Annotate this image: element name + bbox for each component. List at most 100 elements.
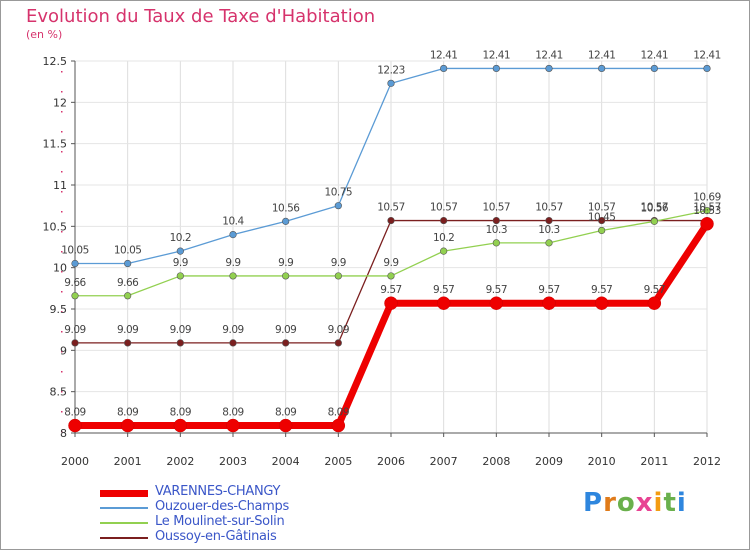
margin-dot — [61, 191, 63, 193]
data-point — [545, 239, 553, 247]
data-point — [492, 239, 500, 247]
y-tick-label: 10 — [53, 262, 67, 275]
y-tick-label: 11 — [53, 179, 67, 192]
x-tick-label: 2008 — [482, 455, 510, 468]
x-tick-label: 2000 — [61, 455, 89, 468]
y-axis-unit-label: (en %) — [26, 28, 63, 41]
data-point — [71, 339, 79, 347]
data-point — [594, 296, 609, 310]
data-point — [598, 64, 606, 73]
data-label: 9.57 — [433, 284, 454, 296]
data-point — [71, 259, 79, 268]
data-point — [334, 272, 342, 280]
data-label: 9.09 — [328, 324, 349, 336]
x-tick-label: 2009 — [535, 455, 563, 468]
y-tick-label: 8 — [60, 427, 67, 440]
y-tick-label: 12 — [53, 96, 67, 109]
margin-dot — [61, 371, 63, 373]
data-label: 10.57 — [430, 202, 458, 214]
grid — [74, 60, 708, 434]
margin-dot — [61, 231, 63, 233]
chart-title: Evolution du Taux de Taxe d'Habitation — [26, 6, 376, 27]
data-label: 12.23 — [377, 64, 405, 76]
margin-dot — [61, 271, 63, 273]
data-point — [229, 231, 237, 239]
data-label: 10.3 — [538, 224, 559, 236]
data-point — [650, 217, 658, 225]
data-point — [387, 272, 395, 280]
logo-letter: x — [635, 488, 654, 518]
data-point — [176, 339, 184, 347]
data-label: 12.41 — [483, 49, 511, 61]
data-label: 8.09 — [222, 407, 243, 419]
margin-dot — [61, 291, 63, 293]
margin-dot — [61, 71, 63, 73]
data-label: 9.9 — [383, 257, 398, 269]
data-label: 10.57 — [588, 202, 616, 214]
data-point — [492, 64, 500, 73]
legend-swatch — [100, 507, 148, 509]
data-label: 9.9 — [173, 257, 188, 269]
data-point — [489, 296, 504, 310]
data-label: 9.57 — [644, 284, 665, 296]
data-point — [440, 216, 448, 225]
data-label: 10.2 — [170, 232, 191, 244]
data-label: 9.57 — [486, 284, 507, 296]
data-label: 8.09 — [328, 407, 349, 419]
data-label: 12.41 — [641, 49, 669, 61]
margin-dot — [61, 251, 63, 253]
margin-dot — [61, 111, 63, 113]
data-point — [545, 64, 553, 73]
data-point — [71, 292, 79, 300]
proxiti-logo: Proxiti — [583, 488, 687, 518]
legend-swatch — [100, 489, 148, 497]
axes — [61, 60, 708, 437]
data-point — [492, 216, 500, 225]
data-label: 12.41 — [430, 49, 458, 61]
data-label: 9.09 — [222, 324, 243, 336]
x-tick-label: 2001 — [114, 455, 142, 468]
x-tick-label: 2005 — [324, 455, 352, 468]
legend-label: Le Moulinet-sur-Solin — [155, 514, 285, 529]
data-point — [387, 79, 395, 87]
margin-dot — [61, 411, 63, 413]
logo-letter: o — [616, 488, 636, 518]
data-label: 10.57 — [535, 202, 563, 214]
data-label: 8.09 — [117, 407, 138, 419]
data-label: 12.41 — [588, 49, 616, 61]
legend-label: Oussoy-en-Gâtinais — [155, 529, 277, 544]
data-point — [282, 217, 290, 225]
data-label: 10.2 — [433, 232, 454, 244]
y-tick-label: 8.5 — [50, 386, 68, 399]
data-label: 10.4 — [222, 216, 244, 228]
data-point — [278, 418, 293, 433]
data-point — [176, 247, 184, 255]
data-point — [124, 292, 132, 300]
data-label: 12.41 — [693, 49, 721, 61]
data-label: 9.66 — [64, 277, 86, 289]
y-tick-label: 11.5 — [43, 138, 68, 151]
data-label: 9.09 — [170, 324, 191, 336]
data-point — [226, 418, 240, 433]
data-label: 10.56 — [641, 202, 669, 214]
margin-dot — [61, 171, 63, 173]
data-point — [331, 418, 346, 433]
data-point — [282, 272, 290, 280]
data-label: 9.9 — [225, 257, 240, 269]
data-label: 9.9 — [278, 257, 293, 269]
data-label: 10.56 — [272, 202, 300, 214]
data-point — [647, 296, 662, 310]
data-label: 9.09 — [275, 324, 296, 336]
x-tick-label: 2011 — [640, 455, 668, 468]
margin-dot — [61, 211, 63, 213]
data-label: 8.09 — [170, 407, 191, 419]
data-point — [173, 418, 188, 433]
data-point — [545, 216, 553, 225]
data-label: 9.57 — [591, 284, 612, 296]
data-label: 10.75 — [325, 187, 353, 199]
data-point — [387, 216, 395, 225]
series-points — [68, 64, 714, 433]
data-label: 9.66 — [117, 277, 139, 289]
legend-swatch — [100, 522, 148, 524]
